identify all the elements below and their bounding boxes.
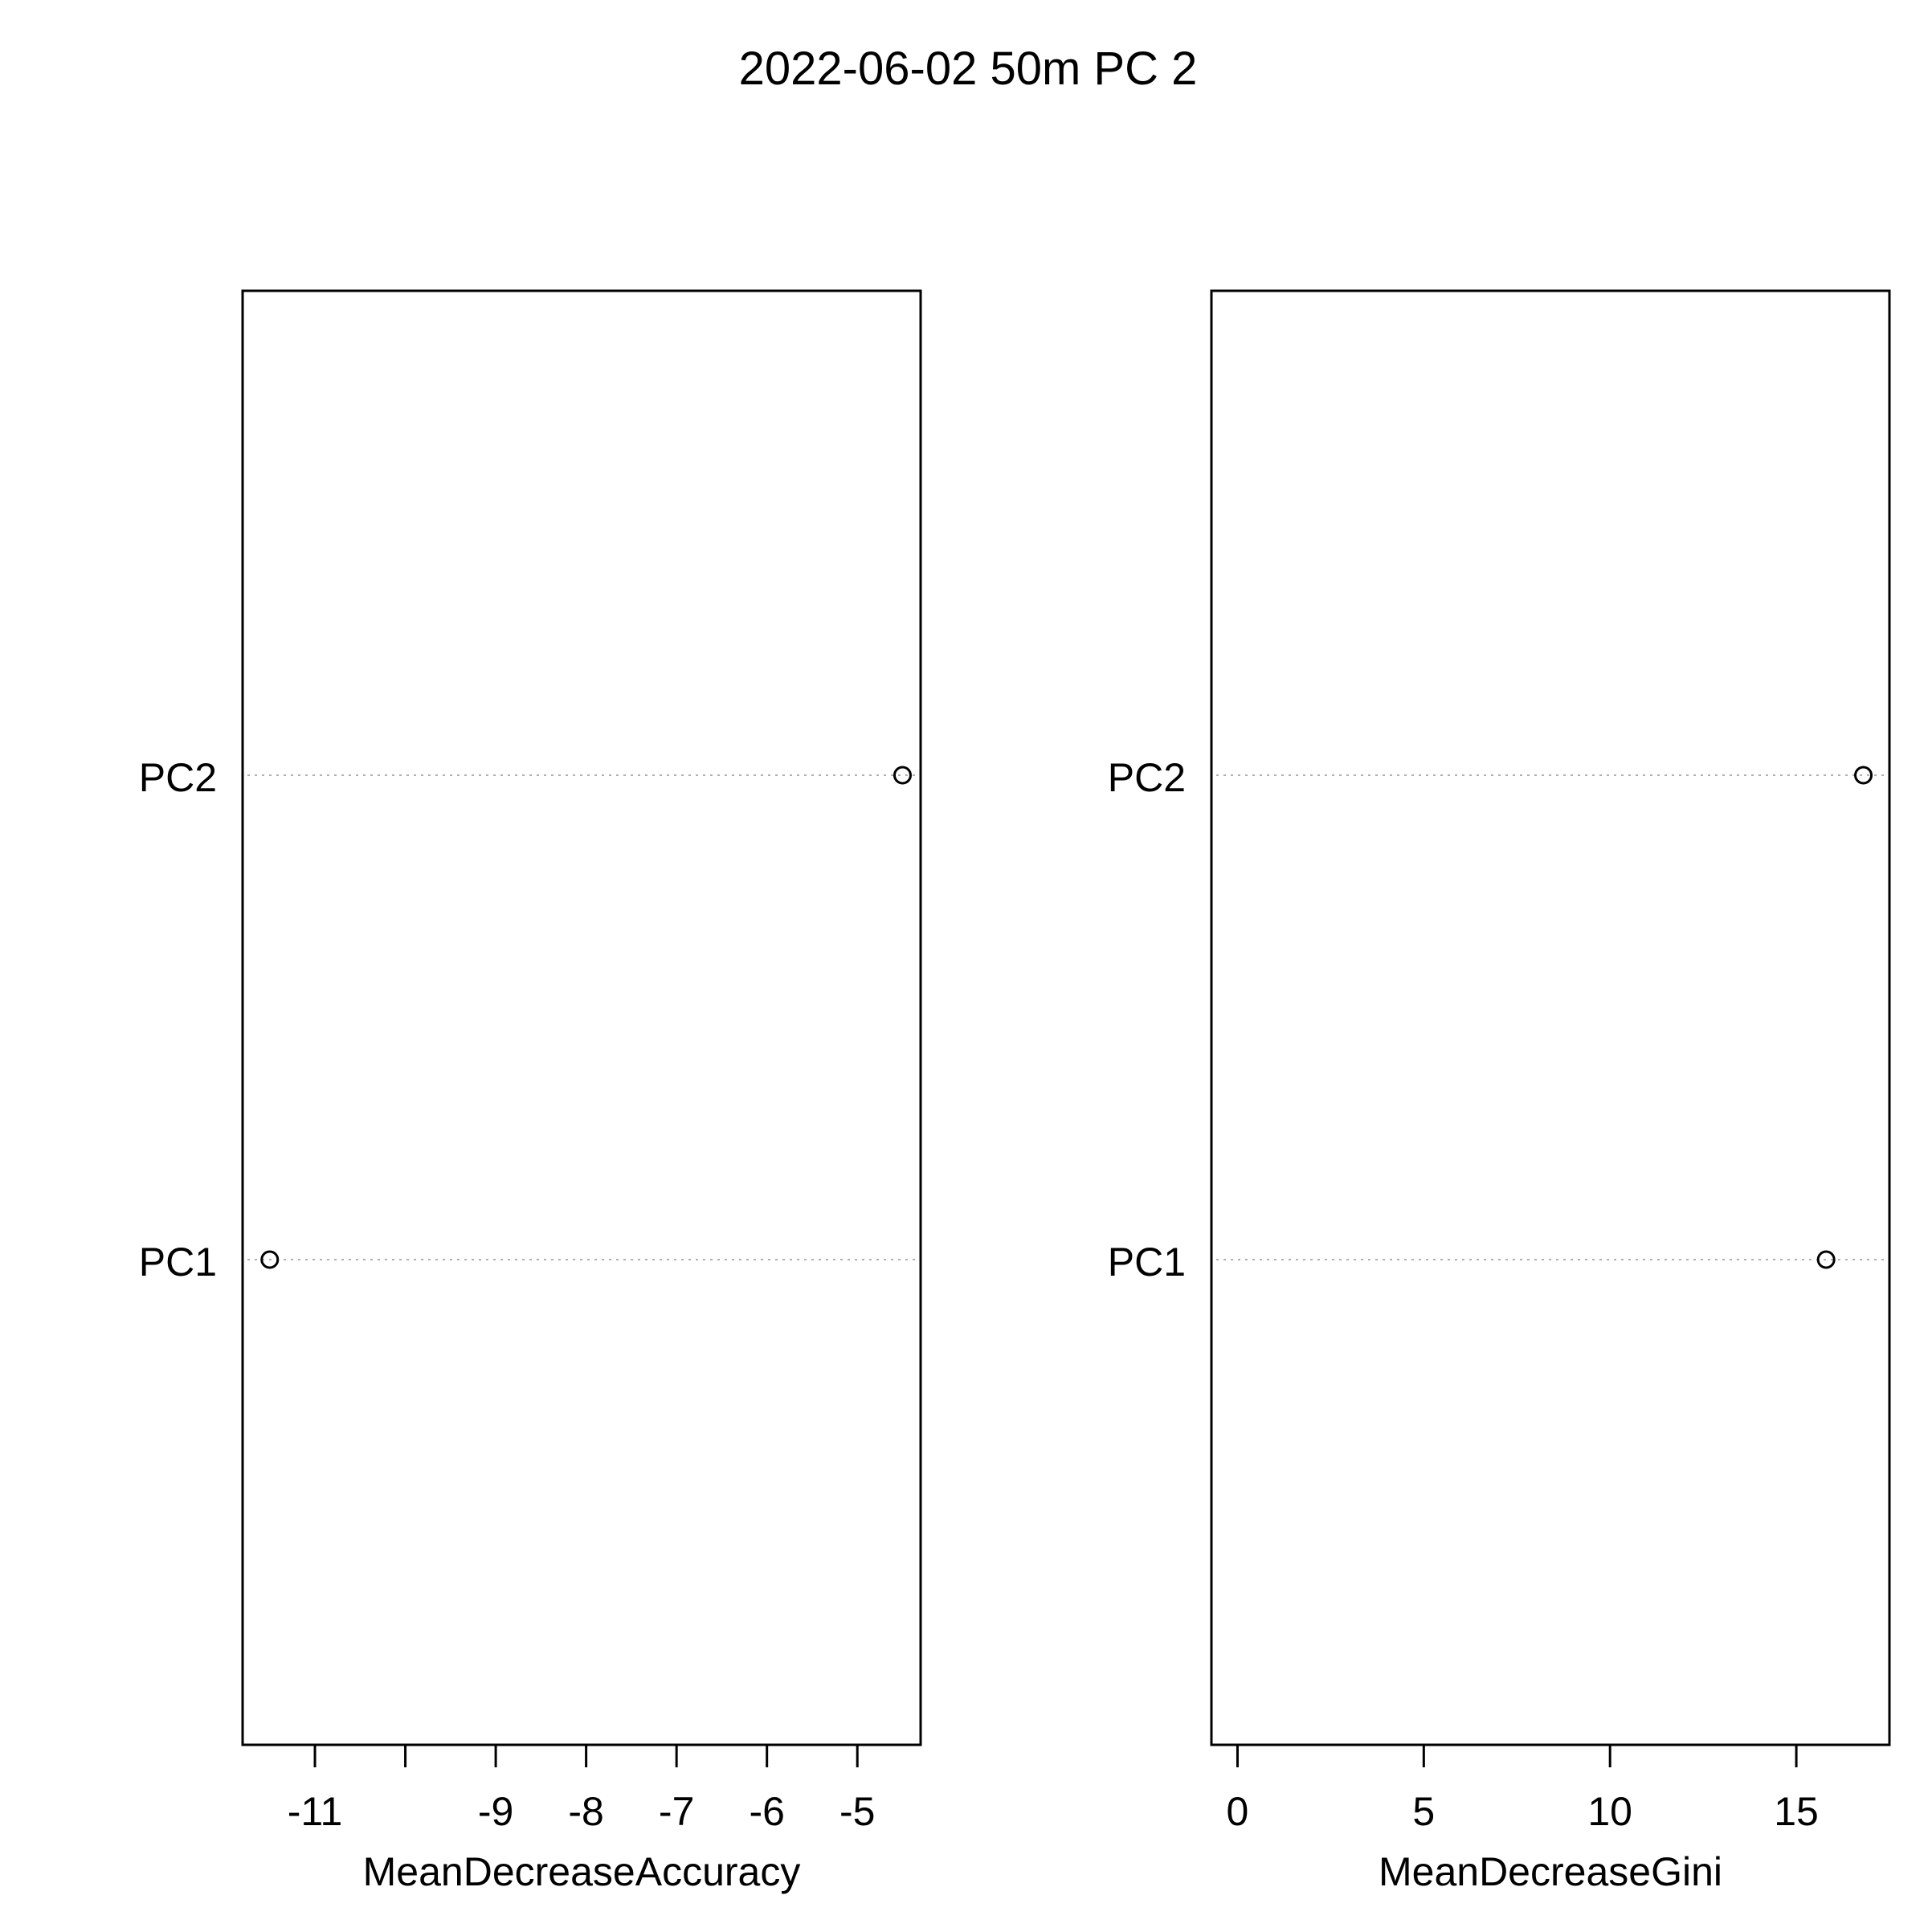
point-pc1	[1816, 1250, 1836, 1269]
x-axis-label: MeanDecreaseGini	[1379, 1849, 1722, 1894]
category-label-pc2: PC2	[1108, 755, 1186, 800]
chart-title: 2022-06-02 50m PC 2	[739, 43, 1198, 95]
plot-frame	[1210, 289, 1891, 1746]
x-tick-label: -7	[659, 1789, 694, 1834]
point-pc2	[893, 766, 912, 785]
point-pc2	[1854, 766, 1873, 785]
panel-1: PC2 PC1 -11 -9 -8 -7 -6 -5 MeanDecreaseAccuracy	[139, 289, 922, 1894]
x-tick-label: -6	[749, 1789, 784, 1834]
category-label-pc1: PC1	[1108, 1240, 1186, 1285]
panel-2: PC2 PC1 0 5 10 15 MeanDecreaseGini	[1108, 289, 1891, 1894]
x-tick-label: 10	[1587, 1789, 1632, 1834]
x-tick-label: -11	[288, 1789, 343, 1834]
x-tick-label: 5	[1412, 1789, 1435, 1834]
plot-frame	[241, 289, 922, 1746]
category-label-pc2: PC2	[139, 755, 217, 800]
x-tick-label: -9	[478, 1789, 513, 1834]
category-label-pc1: PC1	[139, 1240, 217, 1285]
x-tick-label: 0	[1227, 1789, 1249, 1834]
x-tick-label: -5	[839, 1789, 875, 1834]
point-pc1	[260, 1250, 280, 1269]
x-tick-label: 15	[1774, 1789, 1819, 1834]
x-axis-label: MeanDecreaseAccuracy	[363, 1849, 801, 1894]
x-tick-label: -8	[568, 1789, 603, 1834]
